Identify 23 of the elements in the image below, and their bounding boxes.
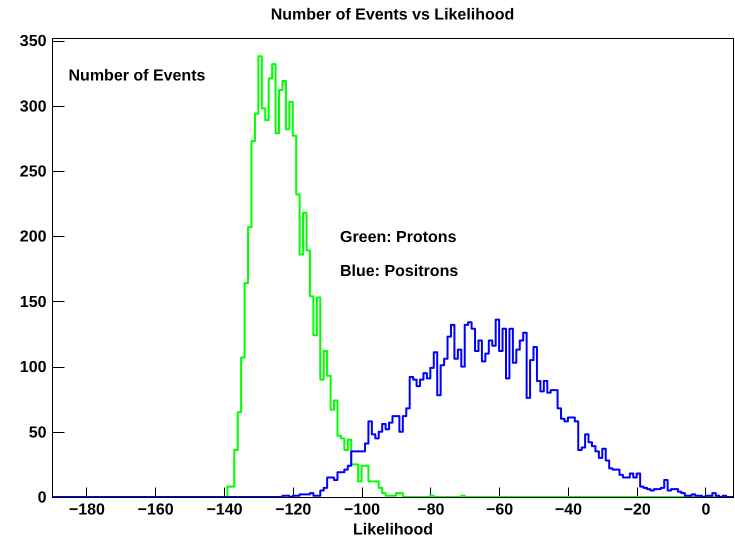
y-tick-label: 200 (20, 228, 47, 246)
y-tick-label: 150 (20, 294, 47, 311)
x-tick-label: −100 (344, 502, 380, 518)
y-tick-label: 50 (28, 424, 47, 442)
y-tick-label: 0 (38, 490, 47, 506)
x-tick-label: −140 (206, 502, 243, 518)
x-tick-label: −80 (417, 502, 445, 518)
y-axis-title: Number of Events (68, 68, 206, 84)
x-tick-label: −60 (486, 502, 514, 518)
y-tick-label: 100 (20, 359, 47, 376)
x-tick-label: −40 (554, 502, 582, 518)
y-tick-label: 250 (20, 164, 47, 181)
x-tick-label: −180 (68, 502, 106, 518)
x-axis-title: Likelihood (353, 522, 433, 538)
x-tick-label: 0 (702, 502, 711, 518)
y-tick-label: 300 (20, 98, 47, 116)
y-tick-label: 350 (20, 33, 47, 50)
annotation: Blue: Positrons (340, 263, 458, 280)
x-tick-label: −160 (138, 502, 174, 518)
annotation: Green: Protons (340, 229, 457, 246)
chart-title: Number of Events vs Likelihood (270, 6, 514, 24)
x-tick-label: −120 (275, 502, 312, 518)
x-tick-label: −20 (624, 502, 651, 518)
